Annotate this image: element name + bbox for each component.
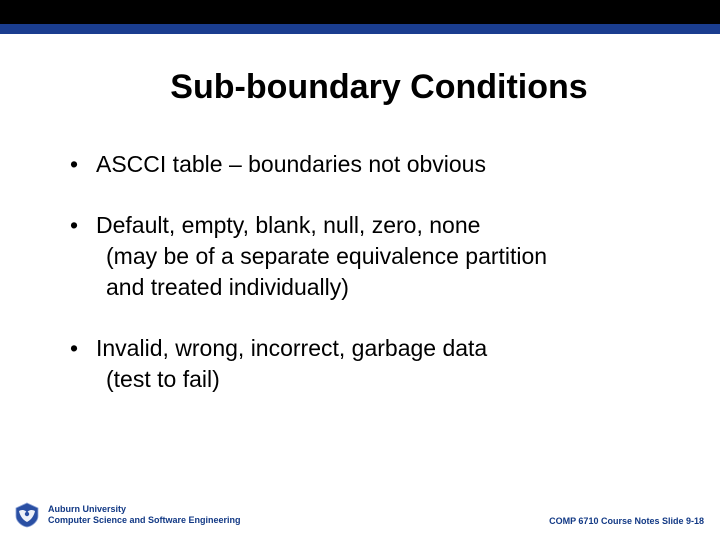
blue-divider-bar xyxy=(0,24,720,34)
bullet-list: ASCCI table – boundaries not obvious Def… xyxy=(68,149,660,395)
bullet-item: ASCCI table – boundaries not obvious xyxy=(68,149,660,180)
bullet-line: (test to fail) xyxy=(96,364,660,395)
bullet-line: Invalid, wrong, incorrect, garbage data xyxy=(96,335,487,361)
top-black-bar xyxy=(0,0,720,24)
university-logo-icon xyxy=(14,502,40,528)
slide-content: Sub-boundary Conditions ASCCI table – bo… xyxy=(0,34,720,395)
bullet-item: Invalid, wrong, incorrect, garbage data … xyxy=(68,333,660,395)
bullet-line: Default, empty, blank, null, zero, none xyxy=(96,212,480,238)
bullet-line: and treated individually) xyxy=(96,272,660,303)
footer-department: Computer Science and Software Engineerin… xyxy=(48,515,241,526)
footer-left: Auburn University Computer Science and S… xyxy=(14,502,241,528)
bullet-line: (may be of a separate equivalence partit… xyxy=(96,241,660,272)
bullet-item: Default, empty, blank, null, zero, none … xyxy=(68,210,660,303)
slide-title: Sub-boundary Conditions xyxy=(98,68,660,107)
footer-institution: Auburn University xyxy=(48,504,241,515)
footer-institution-block: Auburn University Computer Science and S… xyxy=(48,504,241,527)
bullet-line: ASCCI table – boundaries not obvious xyxy=(96,151,486,177)
slide-footer: Auburn University Computer Science and S… xyxy=(0,502,720,528)
footer-course-note: COMP 6710 Course Notes Slide 9-18 xyxy=(549,516,704,528)
